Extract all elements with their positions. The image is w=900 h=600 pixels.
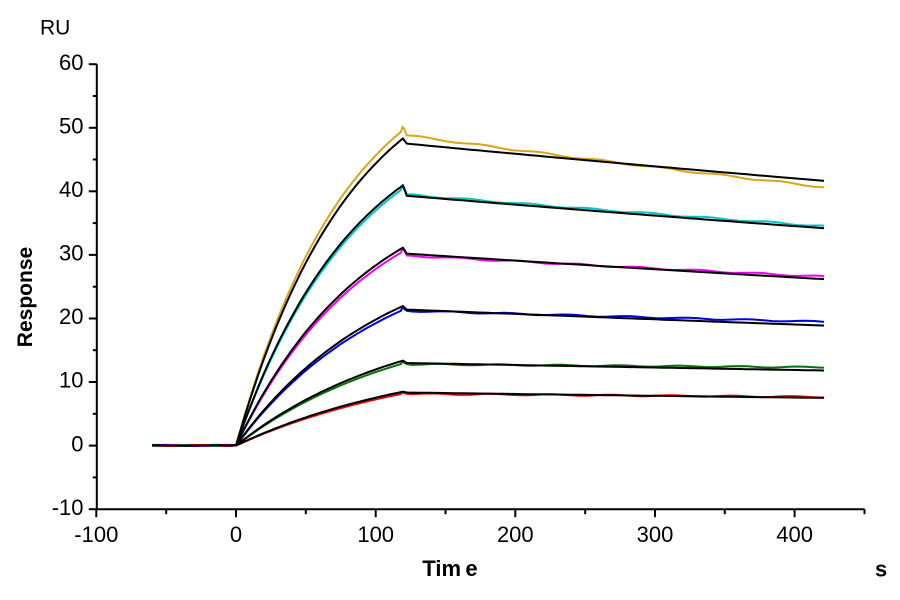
svg-text:200: 200 bbox=[497, 522, 534, 547]
svg-text:400: 400 bbox=[776, 522, 813, 547]
svg-text:0: 0 bbox=[71, 431, 83, 456]
svg-text:RU: RU bbox=[40, 17, 70, 40]
svg-text:0: 0 bbox=[230, 522, 242, 547]
svg-text:s: s bbox=[875, 557, 887, 582]
svg-text:-100: -100 bbox=[74, 522, 118, 547]
svg-text:30: 30 bbox=[59, 241, 83, 266]
svg-text:50: 50 bbox=[59, 113, 83, 138]
svg-text:Response: Response bbox=[14, 247, 37, 347]
svg-text:300: 300 bbox=[637, 522, 674, 547]
svg-text:20: 20 bbox=[59, 304, 83, 329]
svg-text:60: 60 bbox=[59, 50, 83, 75]
svg-text:Tim e: Tim e bbox=[422, 556, 477, 581]
svg-text:-10: -10 bbox=[52, 495, 84, 520]
svg-text:10: 10 bbox=[59, 368, 83, 393]
svg-text:40: 40 bbox=[59, 177, 83, 202]
svg-text:100: 100 bbox=[357, 522, 394, 547]
